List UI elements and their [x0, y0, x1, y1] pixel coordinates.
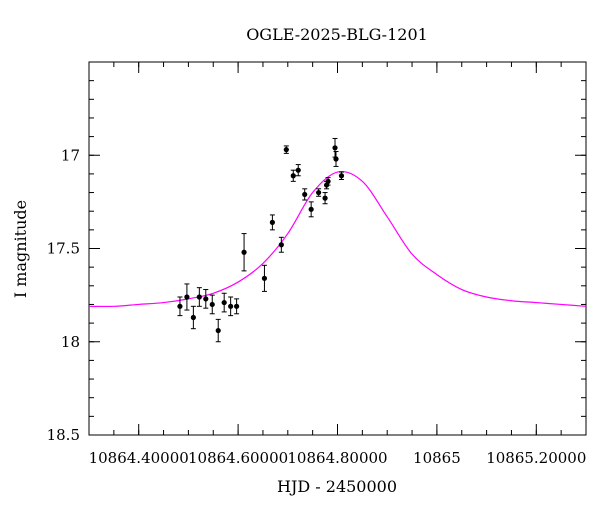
x-tick-label: 10865.20000 — [486, 449, 586, 467]
x-tick-label: 10864.40000 — [89, 449, 189, 467]
data-point — [302, 191, 308, 198]
minor-ticks — [88, 61, 587, 436]
y-tick-label: 17 — [61, 146, 80, 164]
data-point — [290, 173, 296, 179]
data-point — [325, 178, 331, 184]
plot-frame — [88, 61, 587, 436]
y-axis-ticks: 17 17.5 18 18.5 — [47, 146, 586, 444]
data-point — [221, 299, 227, 306]
chart-title: OGLE-2025-BLG-1201 — [246, 25, 428, 44]
data-point — [177, 303, 183, 309]
x-tick-label: 10864.80000 — [287, 449, 387, 467]
x-tick-label: 10865 — [413, 449, 461, 467]
data-point — [332, 145, 338, 151]
x-axis-label: HJD - 2450000 — [277, 477, 397, 496]
y-tick-label: 18 — [61, 333, 80, 351]
y-tick-label: 17.5 — [47, 240, 80, 258]
data-point — [196, 294, 202, 300]
data-point — [269, 219, 275, 225]
y-tick-label: 18.5 — [47, 426, 80, 444]
x-tick-label: 10864.60000 — [188, 449, 288, 467]
data-point — [322, 195, 328, 201]
data-point — [190, 314, 196, 321]
model-curve-group — [88, 170, 587, 308]
data-point — [316, 189, 322, 196]
data-point — [295, 167, 301, 173]
data-point — [261, 275, 268, 281]
data-point — [308, 206, 314, 212]
data-point — [203, 296, 209, 302]
data-point — [228, 303, 234, 309]
y-axis-label: I magnitude — [11, 200, 30, 298]
data-point — [241, 249, 247, 255]
data-point — [215, 327, 221, 334]
data-point — [333, 156, 339, 162]
data-point — [234, 303, 240, 309]
data-point — [209, 301, 215, 308]
x-axis-ticks: 10864.40000 10864.60000 10864.80000 10865 10… — [89, 62, 586, 467]
model-curve — [88, 170, 587, 308]
data-point — [283, 147, 289, 153]
data-points-group — [177, 137, 345, 343]
data-point — [338, 173, 345, 179]
data-point — [278, 242, 284, 248]
data-point — [184, 294, 190, 300]
